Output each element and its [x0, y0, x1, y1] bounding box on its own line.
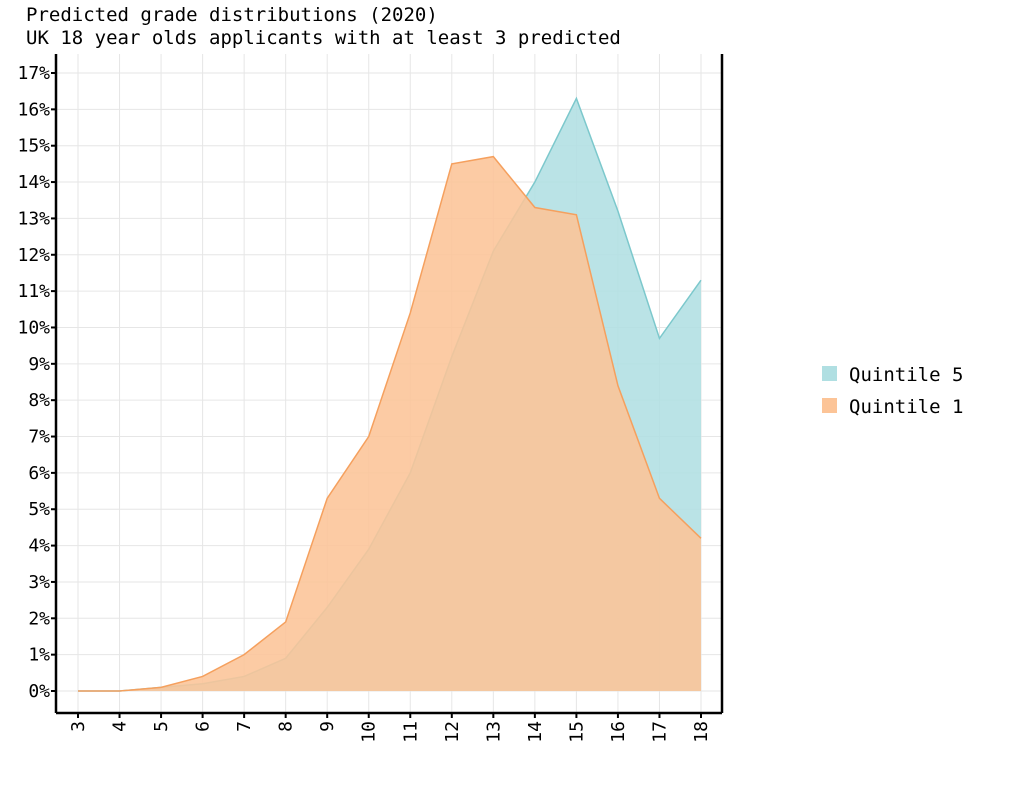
x-tick-label: 5: [151, 721, 172, 732]
y-tick-label: 14%: [17, 172, 50, 193]
x-tick-label: 15: [566, 721, 587, 743]
x-tick-label: 6: [193, 721, 214, 732]
legend-swatch-quintile-1: [822, 398, 837, 413]
x-tick-label: 12: [442, 721, 463, 743]
y-tick-label: 11%: [17, 281, 50, 302]
x-tick-label: 7: [234, 721, 255, 732]
y-tick-label: 15%: [17, 136, 50, 157]
y-tick-label: 6%: [28, 463, 50, 484]
x-tick-label: 8: [276, 721, 297, 732]
axes: 0% 1% 2% 3% 4% 5% 6% 7% 8% 9% 10% 11% 12% 13% 14% 15% 16…: [17, 54, 724, 743]
y-tick-label: 17%: [17, 63, 50, 84]
y-tick-label: 5%: [28, 499, 50, 520]
x-tick-label: 14: [525, 721, 546, 743]
area-quintile-1: [78, 156, 701, 692]
x-tick-label: 18: [691, 721, 712, 743]
x-tick-label: 10: [359, 721, 380, 743]
line-quintile-1: [78, 155, 702, 692]
chart-subtitle: UK 18 year olds applicants with at least…: [26, 27, 621, 49]
x-tick-label: 4: [110, 721, 131, 732]
y-tick-label: 10%: [17, 317, 50, 338]
y-tick-label: 16%: [17, 99, 50, 120]
x-tick-label: 16: [608, 721, 629, 743]
legend-label-quintile-1: Quintile 1: [849, 396, 963, 418]
y-tick-label: 12%: [17, 245, 50, 266]
chart-title: Predicted grade distributions (2020): [26, 4, 438, 26]
legend: Quintile 5 Quintile 1: [822, 364, 963, 418]
x-tick-label: 13: [483, 721, 504, 743]
y-tick-label: 4%: [28, 536, 50, 557]
y-tick-label: 7%: [28, 427, 50, 448]
y-tick-label: 3%: [28, 572, 50, 593]
y-tick-label: 0%: [28, 681, 50, 702]
legend-swatch-quintile-5: [822, 366, 837, 381]
legend-label-quintile-5: Quintile 5: [849, 364, 963, 386]
y-tick-label: 9%: [28, 354, 50, 375]
x-tick-label: 3: [68, 721, 89, 732]
x-tick-label: 9: [317, 721, 338, 732]
x-tick-label: 17: [649, 721, 670, 743]
y-tick-label: 1%: [28, 645, 50, 666]
y-tick-label: 8%: [28, 390, 50, 411]
plot-areas: [78, 96, 702, 692]
y-tick-label: 13%: [17, 208, 50, 229]
y-tick-label: 2%: [28, 608, 50, 629]
x-tick-label: 11: [400, 721, 421, 743]
